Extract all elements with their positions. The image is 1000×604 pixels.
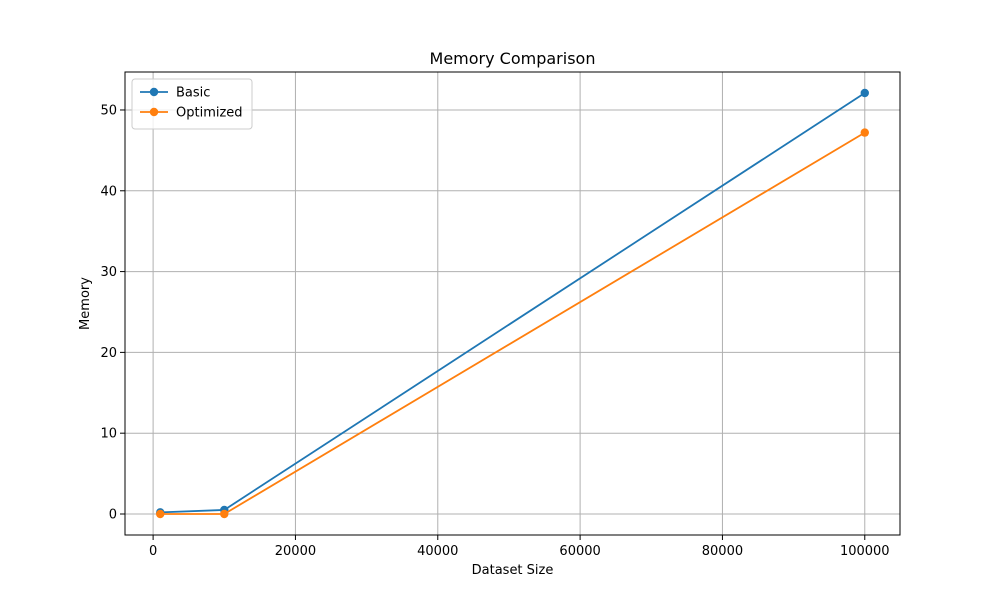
data-point-optimized	[860, 128, 869, 137]
y-tick-label: 40	[100, 184, 117, 199]
series-line-basic	[160, 92, 866, 514]
grid	[125, 72, 900, 535]
data-point-basic	[860, 88, 869, 98]
x-tick-label: 80000	[702, 544, 743, 559]
chart-title: Memory Comparison	[430, 49, 596, 68]
x-tick-label: 100000	[840, 544, 890, 559]
x-axis-ticks: 0 20000 40000 60000 80000 100000	[149, 535, 890, 559]
x-tick-label: 40000	[417, 544, 458, 559]
legend-items: Basic Optimized	[140, 86, 243, 121]
y-tick-label: 10	[100, 427, 117, 442]
legend: Basic Optimized	[131, 78, 253, 130]
y-tick-label: 30	[100, 265, 117, 280]
series-layer	[156, 88, 869, 519]
x-axis-label: Dataset Size	[472, 563, 554, 578]
x-tick-label: 20000	[275, 544, 316, 559]
data-point-optimized	[156, 509, 165, 519]
legend-label-optimized: Optimized	[176, 106, 243, 121]
legend-marker-optimized	[149, 107, 159, 117]
y-tick-label: 0	[109, 507, 117, 522]
data-point-optimized	[220, 509, 229, 519]
legend-marker-basic	[149, 87, 159, 97]
plot-frame	[124, 71, 901, 536]
x-tick-label: 60000	[559, 544, 600, 559]
y-tick-label: 20	[100, 346, 117, 361]
x-tick-label: 0	[149, 544, 157, 559]
legend-label-basic: Basic	[176, 86, 210, 101]
y-axis-ticks: 0 10 20 30 40 50	[100, 103, 125, 522]
y-axis-label: Memory	[78, 277, 93, 330]
y-tick-label: 50	[100, 103, 117, 118]
